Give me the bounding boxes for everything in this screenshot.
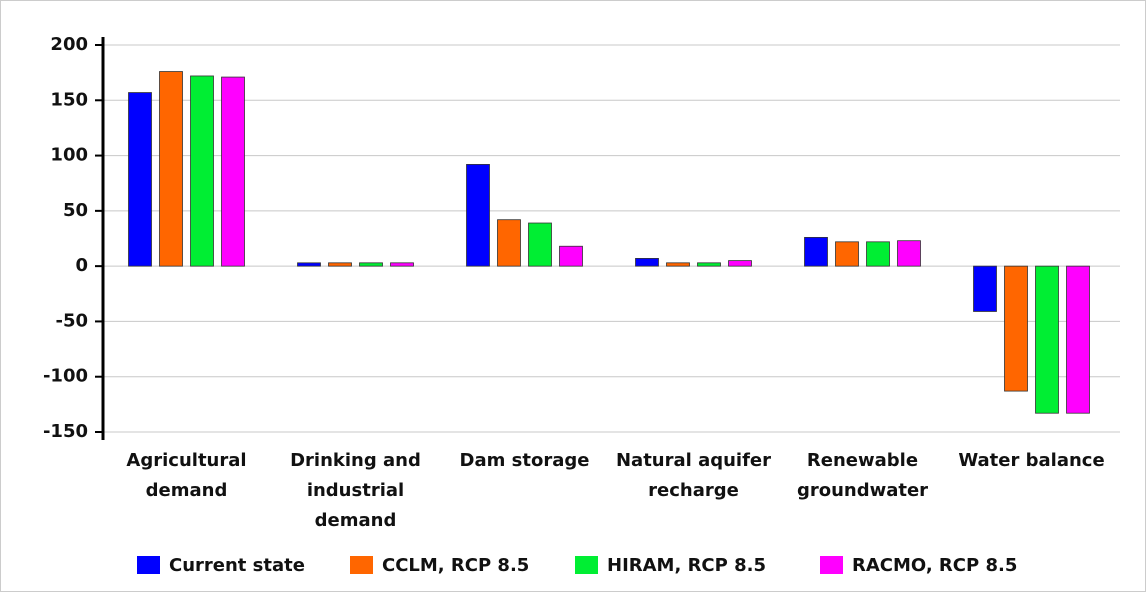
bar — [297, 262, 321, 267]
legend-label: HIRAM, RCP 8.5 — [607, 555, 766, 576]
bar — [128, 92, 152, 267]
bar — [973, 265, 997, 312]
x-tick-label: Natural aquifer recharge — [615, 450, 772, 501]
legend-swatch — [820, 556, 843, 574]
x-tick-label: Dam storage — [459, 450, 590, 471]
bar — [666, 262, 690, 267]
bar — [497, 219, 521, 267]
x-tick-label: Water balance — [958, 450, 1105, 471]
bar — [390, 262, 414, 267]
bar — [159, 71, 183, 267]
bar — [1004, 265, 1028, 392]
bar — [635, 258, 659, 267]
bar — [528, 222, 552, 267]
legend-swatch — [137, 556, 160, 574]
bar — [190, 75, 214, 267]
bar — [697, 262, 721, 267]
x-tick-label: Drinking and industrial demand — [290, 450, 421, 531]
bar — [221, 76, 245, 267]
y-tick-label: 200 — [50, 34, 88, 55]
bar — [1066, 265, 1090, 414]
bar — [359, 262, 383, 267]
y-tick-label: -100 — [43, 366, 88, 387]
y-tick-label: -50 — [55, 310, 88, 331]
y-tick-label: 150 — [50, 89, 88, 110]
x-tick-label: Agricultural demand — [126, 450, 247, 501]
legend-label: CCLM, RCP 8.5 — [382, 555, 529, 576]
bar — [328, 262, 352, 267]
bar — [728, 260, 752, 267]
legend-swatch — [350, 556, 373, 574]
bar — [559, 245, 583, 267]
bar — [466, 164, 490, 267]
bar — [835, 241, 859, 267]
y-tick-label: -150 — [43, 421, 88, 442]
bar — [866, 241, 890, 267]
legend-swatch — [575, 556, 598, 574]
legend-label: Current state — [169, 555, 305, 576]
y-tick-label: 50 — [63, 200, 88, 221]
bar — [1035, 265, 1059, 414]
x-tick-label: Renewable groundwater — [796, 450, 929, 501]
y-tick-label: 0 — [75, 255, 88, 276]
bar — [897, 240, 921, 267]
y-tick-label: 100 — [50, 145, 88, 166]
bar — [804, 236, 828, 267]
legend-label: RACMO, RCP 8.5 — [852, 555, 1017, 576]
